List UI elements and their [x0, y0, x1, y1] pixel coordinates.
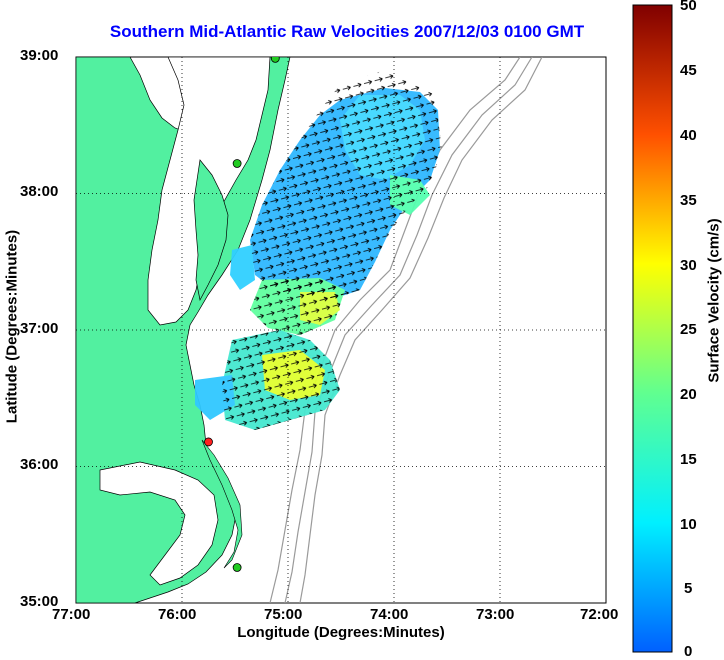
outer-banks [201, 439, 243, 569]
colorbar-tick-label: 20 [680, 386, 697, 403]
delmarva-peninsula [193, 159, 229, 302]
x-tick-label: 72:00 [580, 606, 619, 623]
map-grid [76, 57, 606, 603]
colorbar-tick-label: 0 [684, 643, 693, 660]
x-axis-label: Longitude (Degrees:Minutes) [237, 624, 445, 641]
colorbar-tick-label: 35 [680, 192, 697, 209]
y-tick-label: 39:00 [20, 47, 59, 64]
station-marker [270, 57, 280, 63]
colorbar-tick-label: 50 [680, 0, 697, 14]
station-marker [232, 159, 242, 168]
colorbar [632, 4, 673, 653]
colorbar-tick-label: 45 [680, 62, 697, 79]
colorbar-tick-label: 40 [680, 127, 697, 144]
pamlico-sound [99, 461, 219, 586]
station-marker [232, 563, 242, 572]
x-tick-label: 77:00 [52, 606, 91, 623]
y-tick-label: 36:00 [20, 456, 59, 473]
y-tick-label: 38:00 [20, 183, 59, 200]
y-tick-label: 37:00 [20, 320, 59, 337]
colorbar-tick-label: 5 [684, 580, 693, 597]
station-marker [204, 437, 213, 447]
colorbar-tick-label: 25 [680, 321, 697, 338]
colorbar-tick-label: 30 [680, 257, 697, 274]
y-axis-label: Latitude (Degrees:Minutes) [3, 229, 21, 424]
velocity-vectors [222, 70, 442, 430]
map-title: Southern Mid-Atlantic Raw Velocities 200… [109, 22, 585, 41]
y-tick-label: 35:00 [20, 593, 59, 610]
colorbar-tick-label: 10 [680, 516, 697, 533]
x-tick-label: 74:00 [370, 606, 409, 623]
bathymetry-contours [269, 57, 543, 603]
x-tick-label: 75:00 [264, 606, 303, 623]
x-tick-label: 73:00 [476, 606, 515, 623]
x-tick-label: 76:00 [158, 606, 197, 623]
colorbar-label: Surface Velocity (cm/s) [705, 218, 723, 383]
colorbar-tick-label: 15 [680, 451, 697, 468]
